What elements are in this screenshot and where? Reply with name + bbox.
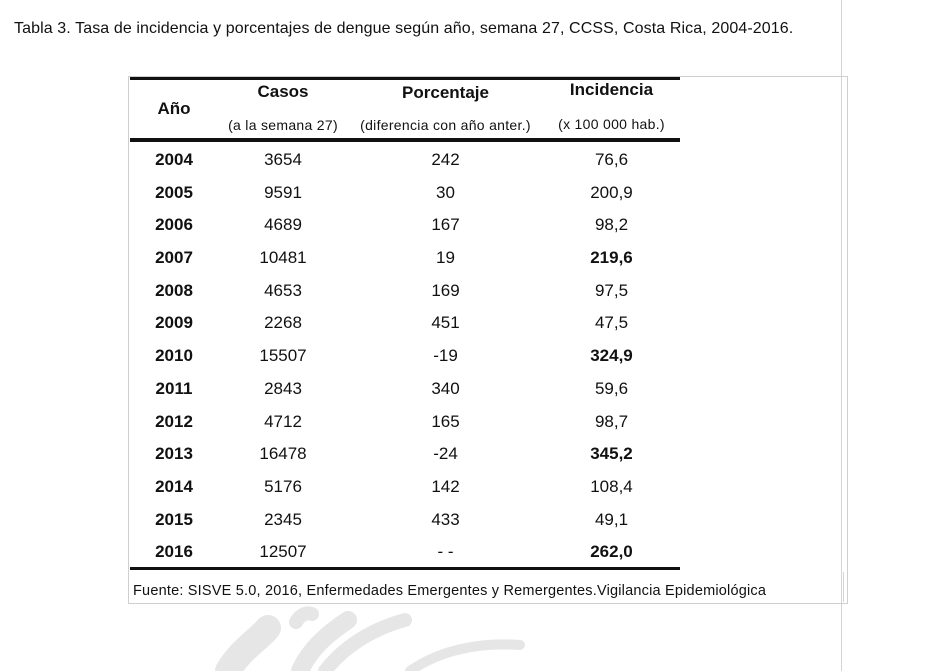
table-row: 2007 10481 19 219,6 bbox=[130, 243, 680, 276]
cell-year: 2004 bbox=[155, 150, 193, 169]
cell-incidencia: 108,4 bbox=[590, 476, 633, 496]
table-header-rule bbox=[130, 138, 680, 142]
table-row: 2008 4653 169 97,5 bbox=[130, 276, 680, 309]
cell-porcentaje: 165 bbox=[431, 411, 460, 431]
cell-year: 2008 bbox=[155, 280, 193, 300]
cell-incidencia: 200,9 bbox=[590, 182, 633, 202]
cell-porcentaje: 30 bbox=[436, 182, 455, 202]
cell-porcentaje: 242 bbox=[431, 150, 460, 169]
cell-incidencia: 59,6 bbox=[594, 378, 629, 398]
cell-porcentaje: 169 bbox=[431, 280, 460, 300]
cell-porcentaje: -24 bbox=[433, 444, 458, 464]
cell-incidencia: 76,6 bbox=[594, 150, 629, 169]
cell-casos: 2843 bbox=[264, 378, 302, 398]
table-row: 2016 12507 - - 262,0 bbox=[130, 537, 680, 570]
header-year: Año bbox=[157, 99, 191, 118]
cell-year: 2007 bbox=[155, 248, 193, 268]
cell-year: 2011 bbox=[155, 378, 193, 398]
table-frame bbox=[128, 76, 848, 604]
cell-casos: 9591 bbox=[264, 182, 302, 202]
cell-year: 2014 bbox=[155, 476, 193, 496]
cell-year: 2009 bbox=[155, 313, 193, 333]
header-incidencia: Incidencia bbox=[569, 80, 654, 99]
page-edge-line bbox=[841, 0, 842, 671]
header-casos: Casos bbox=[257, 82, 309, 101]
header-porcentaje: Porcentaje bbox=[402, 83, 489, 102]
cell-casos: 4712 bbox=[264, 411, 302, 431]
cell-incidencia: 47,5 bbox=[594, 313, 629, 333]
cell-porcentaje: -19 bbox=[433, 346, 458, 366]
cell-porcentaje: 19 bbox=[436, 248, 455, 268]
cell-porcentaje: 433 bbox=[431, 509, 460, 529]
cell-casos: 3654 bbox=[264, 150, 302, 169]
cell-porcentaje: 167 bbox=[431, 215, 460, 235]
table-row: 2014 5176 142 108,4 bbox=[130, 472, 680, 505]
cell-incidencia: 49,1 bbox=[594, 509, 629, 529]
table-row: 2012 4712 165 98,7 bbox=[130, 407, 680, 440]
cell-incidencia: 345,2 bbox=[590, 444, 633, 464]
cell-casos: 12507 bbox=[259, 542, 307, 562]
cell-casos: 2268 bbox=[264, 313, 302, 333]
cell-incidencia: 97,5 bbox=[594, 280, 629, 300]
table-row: 2009 2268 451 47,5 bbox=[130, 308, 680, 341]
cell-year: 2010 bbox=[155, 346, 193, 366]
cell-casos: 15507 bbox=[259, 346, 307, 366]
cell-porcentaje: 451 bbox=[431, 313, 460, 333]
cell-incidencia: 98,7 bbox=[594, 411, 629, 431]
cell-casos: 2345 bbox=[264, 509, 302, 529]
header-porcentaje-sub: (diferencia con año anter.) bbox=[360, 117, 531, 133]
cell-incidencia: 219,6 bbox=[590, 248, 633, 268]
cell-incidencia: 98,2 bbox=[594, 215, 629, 235]
cell-casos: 10481 bbox=[259, 248, 307, 268]
cell-casos: 5176 bbox=[264, 476, 302, 496]
table-row: 2004 3654 242 76,6 bbox=[130, 145, 680, 178]
table-row: 2011 2843 340 59,6 bbox=[130, 374, 680, 407]
table-source: Fuente: SISVE 5.0, 2016, Enfermedades Em… bbox=[133, 583, 767, 599]
table-row: 2013 16478 -24 345,2 bbox=[130, 439, 680, 472]
cell-incidencia: 262,0 bbox=[590, 542, 633, 562]
table-bottom-rule bbox=[130, 567, 680, 570]
cell-porcentaje: - - bbox=[437, 542, 454, 562]
table-row: 2015 2345 433 49,1 bbox=[130, 505, 680, 538]
cell-year: 2006 bbox=[155, 215, 193, 235]
cell-incidencia: 324,9 bbox=[590, 346, 633, 366]
cell-casos: 16478 bbox=[259, 444, 307, 464]
table-caption: Tabla 3. Tasa de incidencia y porcentaje… bbox=[14, 20, 794, 37]
cell-porcentaje: 142 bbox=[431, 476, 460, 496]
source-edge-line bbox=[843, 572, 844, 602]
header-casos-sub: (a la semana 27) bbox=[228, 117, 338, 133]
header-incidencia-sub: (x 100 000 hab.) bbox=[558, 116, 665, 132]
cell-year: 2005 bbox=[155, 182, 193, 202]
table-row: 2006 4689 167 98,2 bbox=[130, 210, 680, 243]
cell-year: 2012 bbox=[155, 411, 193, 431]
table-row: 2010 15507 -19 324,9 bbox=[130, 341, 680, 374]
cell-casos: 4653 bbox=[264, 280, 302, 300]
cell-casos: 4689 bbox=[264, 215, 302, 235]
cell-year: 2016 bbox=[155, 542, 193, 562]
table-top-rule bbox=[130, 77, 680, 80]
table-body: 2004 3654 242 76,6 2005 9591 30 200,9 2006 4689 16… bbox=[130, 145, 680, 570]
cell-year: 2015 bbox=[155, 509, 193, 529]
table-row: 2005 9591 30 200,9 bbox=[130, 178, 680, 211]
cell-year: 2013 bbox=[155, 444, 193, 464]
cell-porcentaje: 340 bbox=[431, 378, 460, 398]
